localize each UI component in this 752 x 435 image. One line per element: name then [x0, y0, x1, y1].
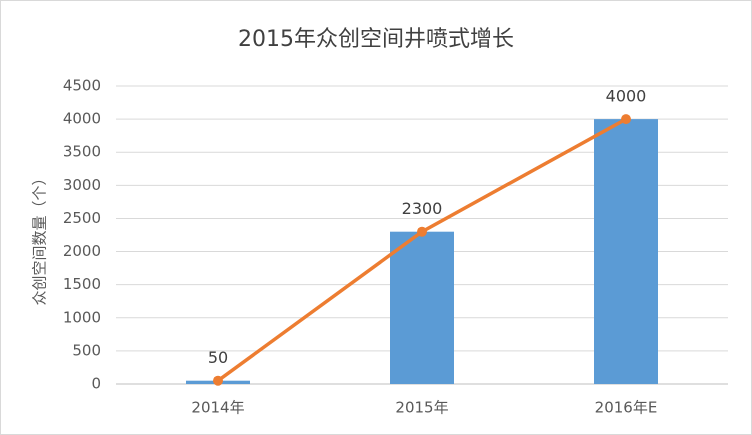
y-tick-label: 1000 — [63, 308, 101, 326]
line-marker — [621, 114, 631, 125]
bar — [390, 231, 454, 384]
data-label: 2300 — [402, 199, 443, 218]
data-label: 4000 — [606, 87, 647, 106]
y-tick-label: 3000 — [63, 176, 101, 194]
y-tick-label: 1500 — [63, 275, 101, 293]
y-tick-label: 2500 — [63, 209, 101, 227]
bar — [594, 119, 658, 384]
y-tick-label: 500 — [72, 341, 101, 359]
line-marker — [213, 375, 223, 386]
y-tick-label: 0 — [91, 375, 101, 393]
x-tick-label: 2015年 — [395, 399, 448, 417]
line-marker — [417, 226, 427, 237]
chart-title: 2015年众创空间井喷式增长 — [238, 27, 514, 52]
y-tick-label: 4500 — [63, 77, 101, 95]
y-tick-label: 2000 — [63, 242, 101, 260]
data-label: 50 — [208, 348, 228, 367]
y-tick-label: 3500 — [63, 143, 101, 161]
x-tick-label: 2014年 — [191, 399, 244, 417]
y-axis-label: 众创空间数量（个） — [31, 170, 49, 305]
y-tick-label: 4000 — [63, 110, 101, 128]
x-tick-label: 2016年E — [595, 399, 658, 417]
